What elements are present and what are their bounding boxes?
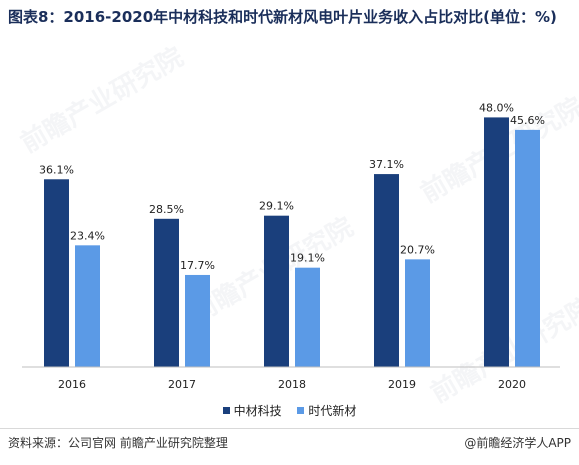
legend-item-series2: 时代新材 [297, 402, 356, 419]
bar-series1-2016 [44, 179, 69, 367]
value-label-series2-2019: 20.7% [400, 243, 435, 256]
bar-series2-2018 [295, 267, 320, 367]
bar-series2-2019 [405, 259, 430, 367]
x-tick-label-2018: 2018 [278, 378, 306, 391]
value-label-series2-2017: 17.7% [180, 259, 215, 272]
x-tick-label-2016: 2016 [58, 378, 86, 391]
value-label-series1-2019: 37.1% [369, 158, 404, 171]
x-tick-label-2019: 2019 [388, 378, 416, 391]
legend-item-series1: 中材科技 [222, 402, 282, 419]
legend-swatch-series1 [222, 407, 230, 414]
x-tick-label-2017: 2017 [168, 378, 196, 391]
chart-title: 图表8：2016-2020年中材科技和时代新材风电叶片业务收入占比对比(单位：%… [8, 8, 557, 26]
value-label-series1-2018: 29.1% [259, 200, 294, 213]
bar-series2-2016 [75, 245, 100, 367]
value-label-series1-2017: 28.5% [149, 203, 184, 216]
value-label-series2-2018: 19.1% [290, 252, 325, 265]
bar-series1-2017 [154, 218, 179, 367]
value-label-series1-2020: 48.0% [479, 101, 514, 114]
value-label-series2-2016: 23.4% [70, 229, 105, 242]
value-label-series2-2020: 45.6% [510, 114, 545, 127]
bar-series1-2019 [374, 174, 399, 367]
value-labels-group: 36.1% 23.4% 28.5% 17.7% 29.1% 19.1% 37.1% 20.7%… [39, 101, 545, 272]
source-note: 资料来源：公司官网 前瞻产业研究院整理 [8, 436, 228, 450]
x-tick-labels-group: 2016 2017 2018 2019 2020 [58, 378, 526, 391]
bar-series1-2020 [484, 117, 509, 368]
legend-swatch-series2 [297, 407, 305, 414]
value-label-series1-2016: 36.1% [39, 163, 74, 176]
footer-divider [0, 428, 579, 429]
credit-note: @前瞻经济学人APP [464, 436, 571, 450]
bar-series2-2020 [515, 129, 540, 367]
x-tick-label-2020: 2020 [498, 378, 526, 391]
bar-series2-2017 [185, 274, 210, 367]
bar-chart: 36.1% 23.4% 28.5% 17.7% 29.1% 19.1% 37.1% 20.7%… [22, 101, 560, 391]
legend: 中材科技 时代新材 [0, 402, 579, 419]
legend-label-series2: 时代新材 [308, 404, 357, 418]
bars-group [44, 117, 540, 368]
legend-label-series1: 中材科技 [233, 404, 282, 418]
bar-series1-2018 [264, 215, 289, 367]
